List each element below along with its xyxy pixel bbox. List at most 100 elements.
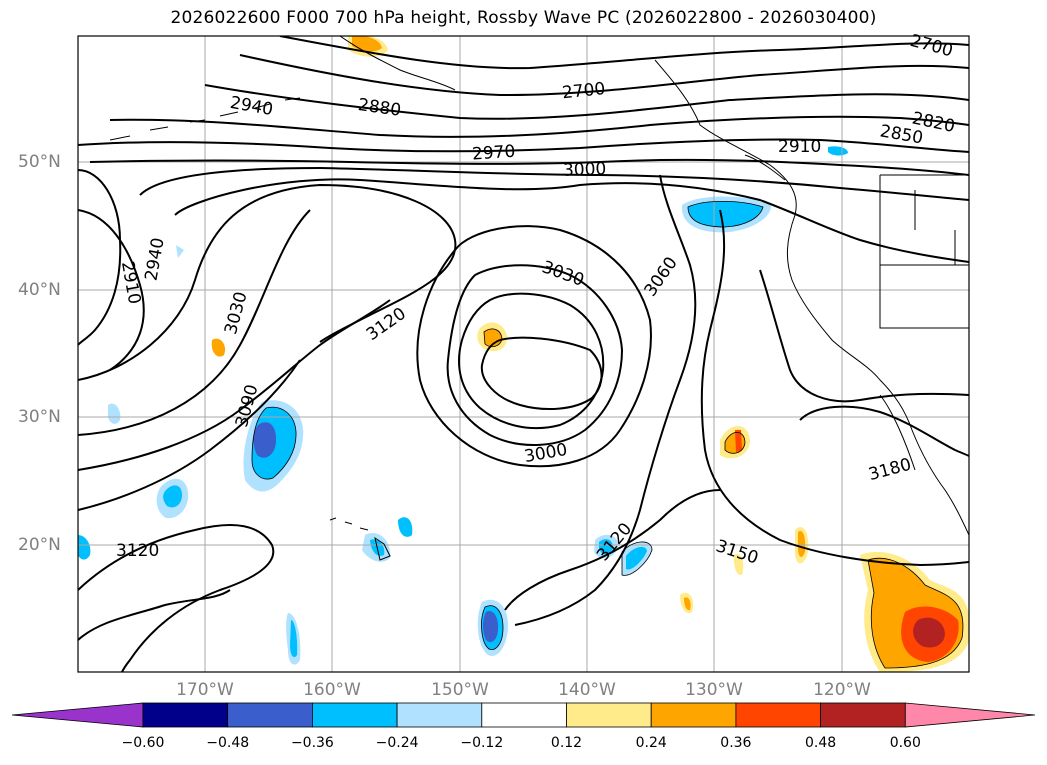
negative-anomaly-region [626,546,647,570]
negative-anomaly-region [78,535,91,560]
height-contour [514,174,697,626]
height-contour [78,209,145,371]
negative-anomaly-region [163,485,182,508]
colorbar-tick-label: −0.12 [460,735,504,751]
colorbar-tick-label: 0.12 [550,735,583,751]
contour-label: 2700 [561,79,606,103]
colorbar-tick-label: −0.24 [375,735,419,751]
contour-label: 2910 [778,137,821,157]
anomaly-shading [78,36,969,672]
anomaly-outlines [251,201,964,669]
positive-anomaly-region [484,328,502,347]
lat-label-40n: 40°N [18,280,61,300]
height-contour [416,225,652,468]
height-contour [78,209,311,436]
negative-anomaly-region [599,539,614,555]
positive-anomaly-region [798,530,806,557]
graticule [78,36,969,672]
height-contour [204,84,969,120]
colorbar-segment [396,702,483,728]
negative-anomaly-region [828,146,848,156]
contour-label: 3120 [116,541,159,561]
colorbar-tick-label: 0.36 [720,735,752,751]
positive-anomaly-region [913,617,945,648]
height-contour [174,178,969,263]
height-contour [78,138,969,153]
colorbar-tick-label: 0.48 [805,735,837,751]
height-contour [78,524,275,672]
negative-anomaly-region [253,422,277,458]
height-contour [279,36,969,70]
colorbar-segment [227,702,313,728]
contour-label: 2940 [141,236,168,282]
colorbar-segment [311,702,398,728]
height-contour [799,405,969,457]
height-contour [109,115,969,138]
lon-label-150w: 150°W [431,680,489,700]
positive-anomaly-region [735,430,742,452]
contour-label: 2970 [471,142,516,165]
lon-label-130w: 130°W [685,680,743,700]
height-contour [89,158,969,176]
height-contour [458,292,605,430]
lon-label-160w: 160°W [303,680,361,700]
colorbar-tick-label: −0.36 [290,735,334,751]
lon-label-120w: 120°W [813,680,871,700]
contour-labels: 2940 2880 2700 2700 2820 2850 2910 2970 … [116,31,957,569]
height-contour [480,336,603,410]
negative-anomaly-region [398,517,413,537]
colorbar-segment [820,702,906,728]
height-contour [78,169,122,346]
lat-label-30n: 30°N [18,407,61,427]
map-frame [77,35,970,673]
negative-anomaly-region [483,611,499,643]
positive-anomaly-region [352,36,382,52]
contour-label: 3060 [641,253,682,300]
colorbar-tick-label: −0.48 [206,735,250,751]
colorbar-segment [735,702,822,728]
height-contour [139,166,969,201]
negative-anomaly-region [108,403,121,424]
contour-label: 3180 [867,455,914,486]
hawaii-islands [329,517,391,561]
contour-label: 3120 [363,304,410,345]
positive-anomaly-region [211,338,226,357]
colorbar-segment [566,702,652,728]
vancouver-island [744,154,786,181]
height-contour [78,359,301,511]
height-contour [700,209,969,567]
colorbar-segment [481,702,567,728]
colorbar-tick-label: 0.60 [889,735,921,751]
lon-label-140w: 140°W [558,680,616,700]
contour-label: 3000 [523,440,569,467]
height-contour [78,183,457,381]
negative-anomaly-region [688,201,763,227]
state-border [879,174,969,329]
height-contour [78,589,231,641]
height-contour [239,54,969,97]
height-contours [78,36,969,672]
colorbar-segment [142,702,229,728]
height-contour [78,299,391,471]
contour-label: 2940 [228,93,274,120]
positive-anomaly-region [733,553,744,576]
lat-label-20n: 20°N [18,535,61,555]
map-title: 2026022600 F000 700 hPa height, Rossby W… [170,8,877,28]
height-contour [759,269,969,403]
contour-label: 3030 [539,257,586,291]
contour-label: 2880 [357,95,403,121]
colorbar-tick-label: −0.60 [121,735,165,751]
height-contour [446,264,624,447]
contour-label: 3000 [563,159,607,180]
colorbar [11,702,1036,728]
colorbar-tick-label: 0.24 [635,735,667,751]
baja-coastline [879,394,916,471]
negative-anomaly-region [176,245,184,258]
height-contour [504,489,721,611]
positive-anomaly-region [684,597,691,611]
lat-label-50n: 50°N [18,152,61,172]
contour-label: 2910 [117,260,144,306]
colorbar-extend-low [11,702,144,728]
alaska-coastline [339,36,456,91]
